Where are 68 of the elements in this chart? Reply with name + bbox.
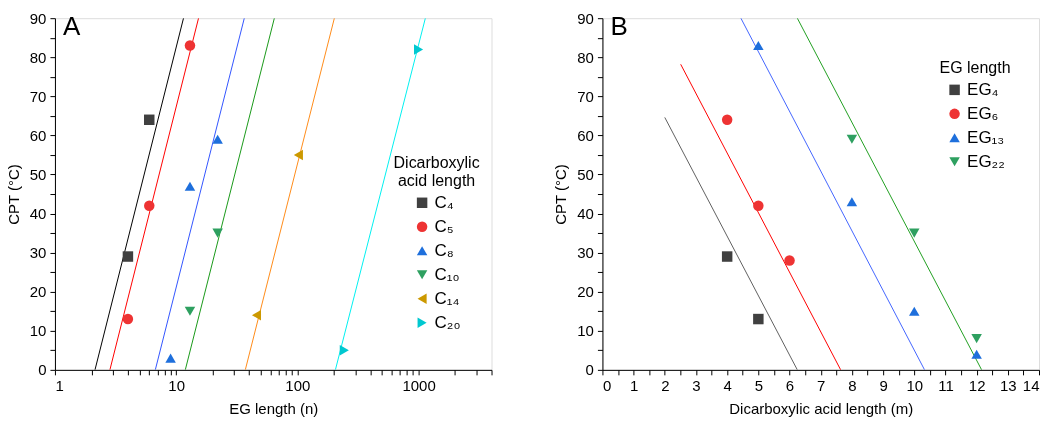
x-tick-label: 9: [879, 377, 888, 395]
y-tick-label: 60: [577, 126, 594, 144]
y-tick-label: 20: [577, 283, 594, 301]
x-tick-label: 10: [168, 377, 185, 395]
point: [753, 200, 764, 211]
y-tick-label: 80: [29, 48, 47, 66]
y-axis-title: CPT (°C): [4, 164, 22, 225]
legend-label: C₁₄: [434, 288, 460, 308]
x-tick-label: 11: [938, 377, 954, 395]
point: [846, 197, 858, 207]
y-tick-label: 0: [585, 361, 594, 379]
legend-title: Dicarboxylic acid length: [393, 154, 480, 190]
point: [971, 334, 982, 344]
legend-label: C₁₀: [434, 264, 460, 284]
x-tick-label: 0: [602, 377, 612, 395]
x-tick-label: 10: [906, 377, 924, 395]
point: [753, 41, 764, 51]
legend-title: EG length: [939, 59, 1011, 77]
point: [721, 114, 733, 126]
y-tick-label: 0: [38, 361, 47, 379]
legend-label: EG₄: [967, 79, 999, 99]
y-tick-label: 10: [29, 322, 47, 340]
legend-label: EG₂₂: [967, 151, 1005, 171]
point: [846, 134, 858, 144]
x-tick-label: 12: [968, 377, 986, 395]
y-tick-label: 70: [29, 87, 47, 105]
y-tick-label: 50: [29, 165, 47, 183]
y-tick-label: 90: [29, 9, 47, 27]
chart-title: B: [610, 11, 628, 42]
point: [784, 255, 795, 266]
x-tick-label: 4: [723, 377, 732, 395]
y-tick-label: 30: [577, 244, 594, 262]
chart-title: A: [62, 11, 81, 42]
x-axis-title: Dicarboxylic acid length (m): [729, 400, 914, 418]
x-tick-label: 100: [285, 377, 311, 395]
legend-label: C₄: [434, 192, 454, 212]
x-tick-label: 2: [661, 377, 670, 395]
x-axis-title: EG length (n): [229, 400, 319, 418]
y-tick-label: 40: [577, 205, 594, 223]
y-tick-label: 50: [577, 165, 594, 183]
x-tick-label: 1000: [402, 377, 436, 395]
x-tick-label: 7: [817, 377, 826, 395]
legend-label: EG₆: [967, 103, 999, 123]
x-tick-label: 8: [848, 377, 857, 395]
y-tick-label: 20: [29, 283, 47, 301]
point: [971, 349, 982, 359]
x-tick-label: 3: [692, 377, 701, 395]
point: [753, 313, 764, 325]
x-tick-label: 13: [999, 377, 1017, 395]
y-tick-label: 40: [29, 205, 47, 223]
x-tick-label: 6: [785, 377, 795, 395]
y-tick-label: 90: [577, 9, 594, 27]
point: [909, 306, 920, 316]
legend-label: C₅: [434, 216, 454, 236]
legend-label: EG₁₃: [967, 127, 1005, 147]
x-tick-label: 14: [1022, 377, 1040, 395]
x-tick-label: 5: [754, 377, 764, 395]
y-tick-label: 80: [577, 48, 594, 66]
y-tick-label: 10: [577, 322, 594, 340]
y-tick-label: 60: [29, 126, 47, 144]
y-tick-label: 30: [29, 244, 47, 262]
x-tick-label: 1: [629, 377, 639, 395]
y-axis-title: CPT (°C): [552, 164, 570, 225]
legend-label: C₈: [434, 240, 454, 260]
y-tick-label: 70: [577, 87, 594, 105]
x-tick-label: 1: [55, 377, 64, 395]
point: [721, 251, 733, 262]
legend-label: C₂₀: [434, 312, 461, 332]
